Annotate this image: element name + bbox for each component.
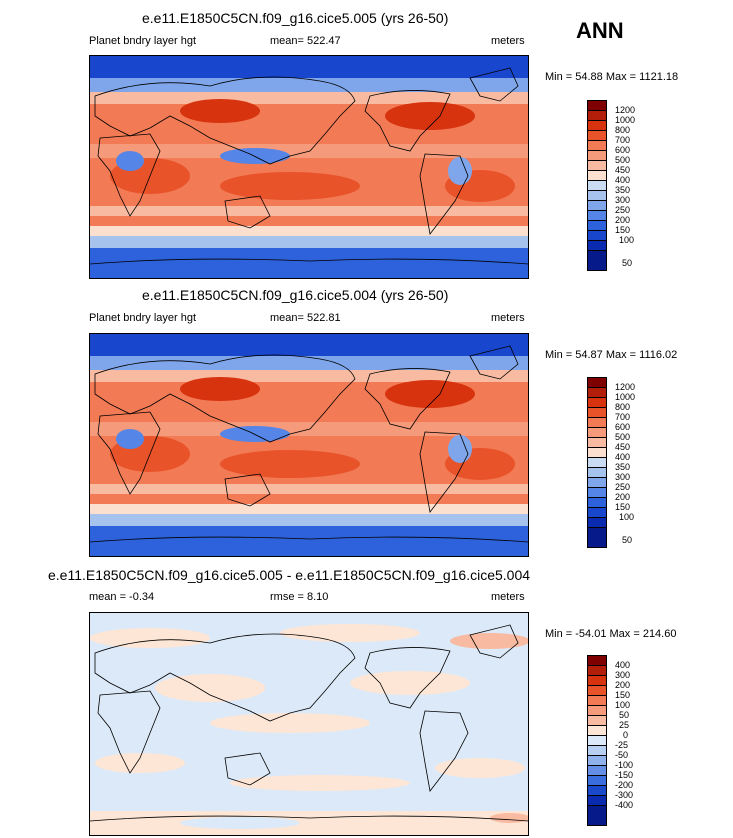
colorbar-label: 300 [615,195,631,205]
panel2-variable: Planet bndry layer hgt [89,312,197,324]
panel2-mean: mean= 522.81 [270,312,341,324]
colorbar-label: 100 [615,700,631,710]
panel3-title: e.e11.E1850C5CN.f09_g16.cice5.005 - e.e1… [48,567,531,583]
panel1-units: meters [491,35,525,47]
panel3-units: meters [491,591,525,603]
colorbar-label: 200 [615,680,631,690]
panel1-title: e.e11.E1850C5CN.f09_g16.cice5.005 (yrs 2… [142,10,449,26]
colorbar-label: 100 [619,512,635,522]
colorbar-label: 400 [615,660,631,670]
colorbar-label: 400 [615,175,631,185]
panel1-minmax: Min = 54.88 Max = 1121.18 [545,71,679,83]
colorbar-label: 600 [615,145,631,155]
panel1-mean: mean= 522.47 [270,35,341,47]
panel3-map [89,612,529,836]
colorbar-label: 300 [615,670,631,680]
colorbar-label: 1000 [615,392,636,402]
colorbar-label: 350 [615,462,631,472]
colorbar-label: 0 [623,730,629,740]
colorbar-label: 800 [615,402,631,412]
colorbar-label: 250 [615,482,631,492]
colorbar-label: 450 [615,165,631,175]
colorbar-label: 500 [615,155,631,165]
colorbar-label: 200 [615,215,631,225]
panel1-variable: Planet bndry layer hgt [89,35,197,47]
panel2-title: e.e11.E1850C5CN.f09_g16.cice5.004 (yrs 2… [142,287,449,303]
colorbar-label: -100 [615,760,634,770]
colorbar-label: 1200 [615,105,636,115]
panel1-map [89,55,529,279]
colorbar-label: 700 [615,135,631,145]
colorbar-label: 600 [615,422,631,432]
colorbar-label: -200 [615,780,634,790]
panel3-minmax: Min = -54.01 Max = 214.60 [545,628,677,640]
colorbar-label: 1200 [615,382,636,392]
colorbar-label: 450 [615,442,631,452]
colorbar-label: 400 [615,452,631,462]
colorbar-label: 200 [615,492,631,502]
colorbar-label: 50 [622,535,633,545]
colorbar-label: 50 [619,710,630,720]
panel3-mean: mean = -0.34 [89,591,155,603]
panel1-colorbar: 1200 1000 800 700 600 500 450 400 350 30… [587,100,647,272]
colorbar-label: 500 [615,432,631,442]
colorbar-label: 1000 [615,115,636,125]
colorbar-label: 25 [619,720,630,730]
colorbar-label: 150 [615,225,631,235]
season-label: ANN [576,18,624,43]
colorbar-label: 100 [619,235,635,245]
panel2-colorbar: 1200 1000 800 700 600 500 450 400 350 30… [587,377,647,549]
colorbar-label: 150 [615,690,631,700]
panel3-colorbar: 400 300 200 150 100 50 25 0 -25 -50 -100… [587,655,647,827]
panel2-map [89,333,529,557]
colorbar-label: -300 [615,790,634,800]
colorbar-label: -25 [615,740,629,750]
colorbar-label: 700 [615,412,631,422]
colorbar-label: -400 [615,800,634,810]
panel2-minmax: Min = 54.87 Max = 1116.02 [545,349,678,361]
colorbar-label: -150 [615,770,634,780]
colorbar-label: 300 [615,472,631,482]
colorbar-label: -50 [615,750,629,760]
colorbar-swatch [587,250,607,271]
colorbar-label: 800 [615,125,631,135]
panel3-rmse: rmse = 8.10 [270,591,329,603]
colorbar-label: 150 [615,502,631,512]
colorbar-label: 350 [615,185,631,195]
colorbar-swatch [587,805,607,826]
colorbar-label: 50 [622,258,633,268]
colorbar-swatch [587,527,607,548]
colorbar-label: 250 [615,205,631,215]
panel2-units: meters [491,312,525,324]
